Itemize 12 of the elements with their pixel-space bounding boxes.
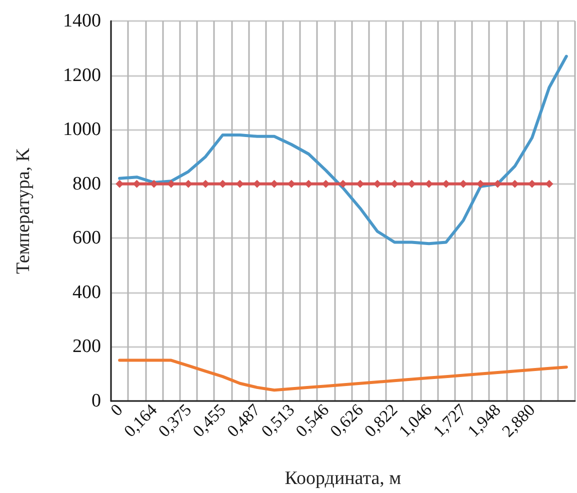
y-tick-label: 200 — [72, 336, 101, 358]
y-tick-label: 600 — [72, 228, 101, 249]
y-tick-label: 1400 — [63, 10, 101, 32]
line-series — [118, 358, 568, 392]
y-tick-label: 1000 — [63, 119, 101, 140]
line-series — [118, 54, 568, 246]
y-tick-label: 1200 — [63, 64, 101, 86]
y-tick-label: 800 — [72, 173, 101, 194]
y-tick-label: 400 — [72, 282, 101, 303]
x-axis-title: Координата, м — [284, 468, 402, 489]
y-axis-title: Температура, K — [13, 148, 34, 274]
x-tick-label: 0 — [106, 400, 126, 420]
